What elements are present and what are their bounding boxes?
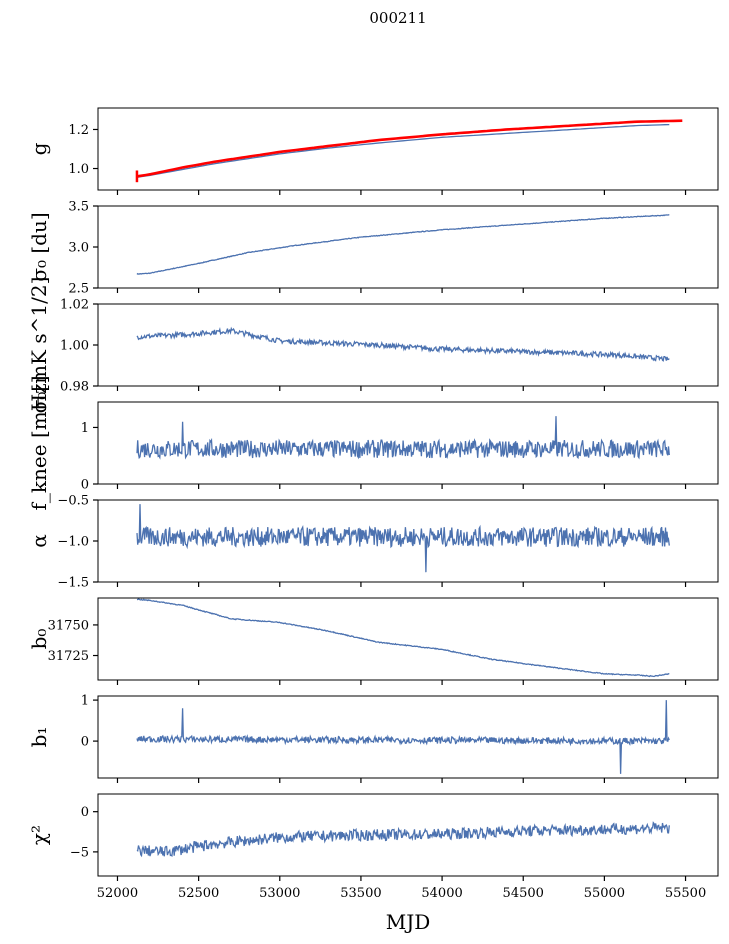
series-line-chi2 — [136, 821, 670, 858]
y-tick-label: 1.00 — [60, 339, 89, 354]
y-tick-label: 1 — [81, 421, 89, 436]
panel-g: 1.0 1.2 g — [27, 107, 719, 195]
x-tick-label: 54000 — [421, 886, 462, 901]
y-tick-label: 2.5 — [68, 282, 89, 297]
series-line-alpha — [136, 504, 670, 573]
y-tick-label: −5 — [70, 845, 89, 860]
x-axis-label: MJD — [386, 910, 431, 934]
y-axis-label-alpha: α — [27, 534, 51, 548]
y-tick-label: 31725 — [48, 649, 89, 664]
y-axis-label-fknee: f_knee [mHz] — [27, 376, 51, 511]
panel-frame — [97, 597, 719, 681]
x-tick-label: 52500 — [178, 886, 219, 901]
y-tick-label: 0 — [81, 478, 89, 493]
panel-sigma0_mk: 0.98 1.00 1.02 σ₀[mK s^1/2] — [27, 277, 719, 414]
series-line-fknee — [136, 416, 670, 460]
panel-frame — [97, 793, 719, 877]
x-tick-label: 55000 — [584, 886, 625, 901]
panel-chi2: −5 0 χ² 52000 52500 53000 53500 54000 54500 55000… — [27, 793, 719, 901]
panel-frame — [97, 695, 719, 779]
series-line-g — [136, 123, 670, 178]
x-tick-label: 53500 — [340, 886, 381, 901]
panel-sigma0_du: 2.5 3.0 3.5 σ₀ [du] — [27, 200, 719, 297]
y-axis-label-sigma0_du: σ₀ [du] — [27, 212, 51, 281]
series-line-b1 — [136, 700, 670, 774]
y-axis-label-sigma0_mk: σ₀[mK s^1/2] — [27, 277, 51, 414]
x-tick-label: 55500 — [665, 886, 706, 901]
panel-frame — [97, 107, 719, 191]
figure-title: 000211 — [369, 9, 426, 27]
y-tick-label: 1.2 — [68, 123, 89, 138]
series-line-b0 — [136, 598, 670, 678]
y-tick-label: 1 — [81, 694, 89, 709]
y-axis-label-b0: b₀ — [27, 629, 51, 650]
y-tick-label: 0 — [81, 805, 89, 820]
y-tick-label: −0.5 — [57, 494, 89, 509]
panel-alpha: −1.5 −1.0 −0.5 α — [27, 494, 719, 591]
y-axis-label-b1: b₁ — [27, 727, 51, 748]
y-tick-label: 31750 — [48, 618, 89, 633]
y-tick-label: −1.5 — [57, 576, 89, 591]
panel-b1: 0 1 b₁ — [27, 694, 719, 783]
y-tick-label: 1.0 — [68, 162, 89, 177]
y-axis-label-g: g — [27, 142, 51, 155]
y-tick-label: 3.0 — [68, 241, 89, 256]
overlay-line-g — [136, 119, 683, 178]
panel-frame — [97, 401, 719, 485]
series-line-sigma0_mk — [136, 326, 670, 362]
x-tick-label: 54500 — [503, 886, 544, 901]
y-tick-label: 0 — [81, 735, 89, 750]
y-tick-label: −1.0 — [57, 535, 89, 550]
panel-frame — [97, 303, 719, 387]
y-tick-label: 0.98 — [60, 380, 89, 395]
panels: 1.0 1.2 g 2.5 3.0 3.5 σ₀ [du] 0.98 1.00 1.02 σ₀[mK… — [27, 107, 719, 901]
x-tick-label: 53000 — [259, 886, 300, 901]
y-tick-label: 3.5 — [68, 200, 89, 215]
panel-fknee: 0 1 f_knee [mHz] — [27, 376, 719, 511]
y-axis-label-chi2: χ² — [27, 825, 51, 845]
series-line-sigma0_du — [136, 214, 670, 275]
panel-frame — [97, 205, 719, 289]
x-tick-label: 52000 — [97, 886, 138, 901]
y-tick-label: 1.02 — [60, 298, 89, 313]
